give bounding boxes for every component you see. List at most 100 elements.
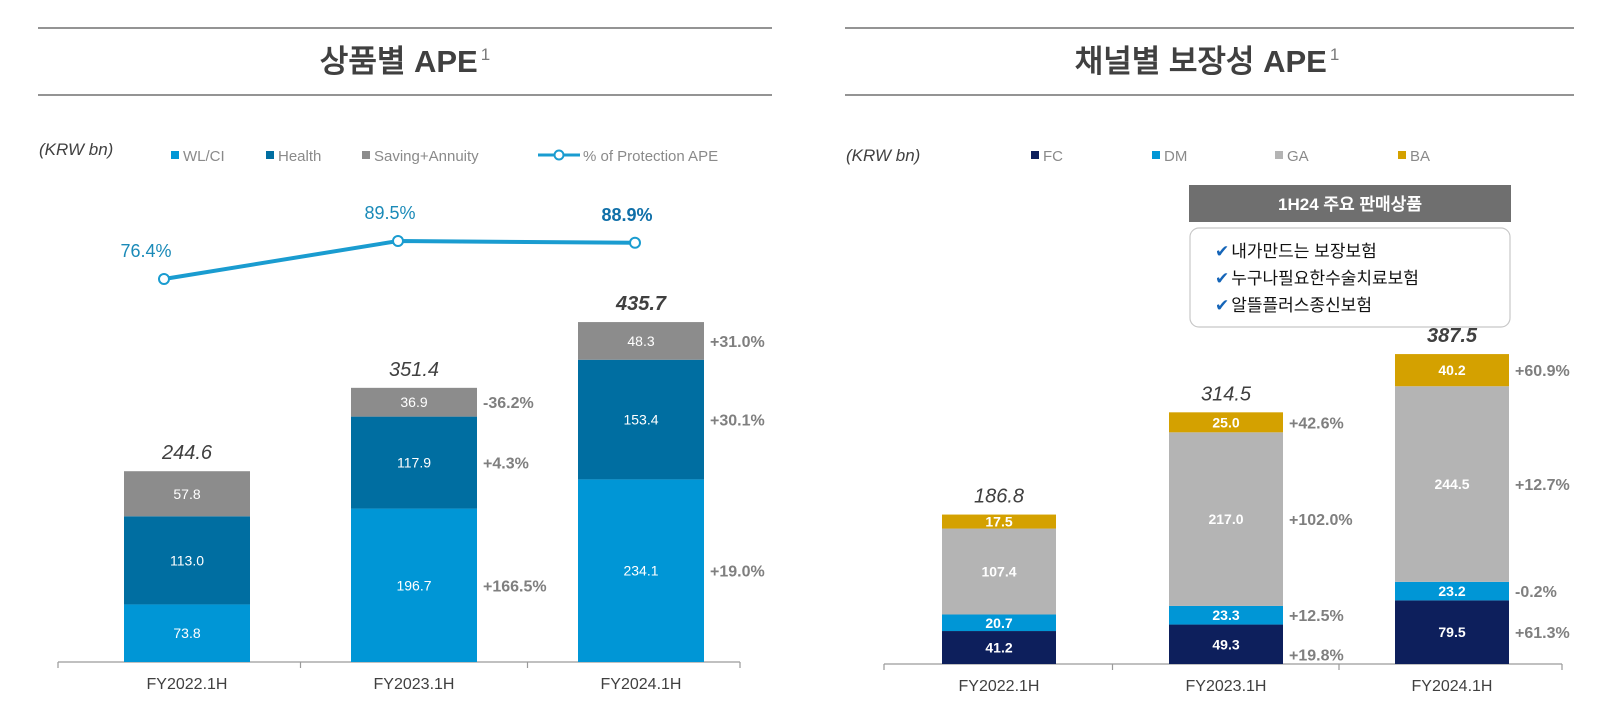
growth-label: +19.0% <box>710 564 765 581</box>
left-protection-line-layer: 76.4% 89.5% 88.9% <box>120 203 653 285</box>
growth-label: -36.2% <box>483 395 534 412</box>
legend-ba-swatch <box>1398 151 1406 159</box>
right-bars-layer: 41.2 20.7 107.4 17.5 186.8 FY2022.1H 49.3 +19.8… <box>883 325 1570 695</box>
bar-value-label: 73.8 <box>173 625 200 641</box>
bar-total-label: 314.5 <box>1201 383 1252 405</box>
bar-segment-ga <box>1169 432 1283 606</box>
bar-segment-wl-ci <box>578 479 704 662</box>
legend-health-label: Health <box>278 148 321 165</box>
bar-value-label: 36.9 <box>400 394 427 410</box>
bar-segment-ba <box>1395 354 1509 387</box>
protection-point-label: 88.9% <box>601 205 652 225</box>
growth-label: +166.5% <box>483 578 547 595</box>
growth-label: -0.2% <box>1515 584 1557 601</box>
left-title-superscript: 1 <box>481 45 490 64</box>
key-products-list-bg <box>1189 227 1511 328</box>
left-panel: 상품별 APE 1 (KRW bn) WL/CI Health Saving+An… <box>38 27 772 693</box>
check-icon: ✔ <box>1215 242 1229 261</box>
legend-wlci-swatch <box>171 151 179 159</box>
bar-segment-dm <box>1169 605 1283 625</box>
bar-segment-health <box>578 359 704 480</box>
growth-label: +60.9% <box>1515 363 1570 380</box>
growth-label: +30.1% <box>710 413 765 430</box>
bar-value-label: 49.3 <box>1212 636 1239 652</box>
protection-point <box>629 236 641 249</box>
legend-protection-marker <box>553 149 565 161</box>
category-label: FY2023.1H <box>374 676 455 693</box>
growth-label: +102.0% <box>1289 512 1353 529</box>
bar-value-label: 196.7 <box>396 577 431 593</box>
bar-segment-saving-annuity <box>578 322 704 360</box>
bar-segment-saving-annuity <box>351 387 477 417</box>
bar-value-label: 48.3 <box>627 333 654 349</box>
bar-segment-ga <box>942 528 1056 615</box>
legend-saving-label: Saving+Annuity <box>374 148 479 165</box>
key-products-header-bg <box>1189 185 1511 222</box>
bar-value-label: 234.1 <box>623 563 658 579</box>
left-bars-layer: 73.8 113.0 57.8 244.6 FY2022.1H 196.7 +166.5% 1… <box>57 293 765 693</box>
category-label: FY2023.1H <box>1186 678 1267 695</box>
bar-value-label: 23.2 <box>1438 583 1465 599</box>
legend-health-swatch <box>266 151 274 159</box>
bar-value-label: 153.4 <box>623 412 658 428</box>
legend-dm-swatch <box>1152 151 1160 159</box>
key-products-header: 1H24 주요 판매상품 <box>1278 195 1422 214</box>
growth-label: +61.3% <box>1515 625 1570 642</box>
protection-point-label: 89.5% <box>364 203 415 223</box>
bar-segment-saving-annuity <box>124 471 250 517</box>
legend-ba-label: BA <box>1410 148 1430 165</box>
bar-segment-health <box>124 516 250 605</box>
right-panel-title: 채널별 보장성 APE 1 <box>1075 44 1340 79</box>
bar-segment-wl-ci <box>351 508 477 662</box>
growth-label: +19.8% <box>1289 647 1344 664</box>
key-product-item: ✔ 알뜰플러스종신보험 <box>1215 296 1372 315</box>
protection-point <box>392 235 404 248</box>
bar-total-label: 435.7 <box>615 293 667 315</box>
bar-value-label: 20.7 <box>985 615 1012 631</box>
key-products-box: 1H24 주요 판매상품 ✔ 내가만드는 보장보험 ✔ 누구나필요한수술치료보험 ✔… <box>1189 185 1511 328</box>
check-icon: ✔ <box>1215 269 1229 288</box>
category-label: FY2022.1H <box>959 678 1040 695</box>
category-label: FY2024.1H <box>601 676 682 693</box>
bar-value-label: 41.2 <box>985 640 1012 656</box>
legend-wlci-label: WL/CI <box>183 148 225 165</box>
category-label: FY2024.1H <box>1412 678 1493 695</box>
bar-total-label: 244.6 <box>161 442 213 464</box>
bar-value-label: 107.4 <box>981 564 1016 580</box>
legend-fc-label: FC <box>1043 148 1063 165</box>
left-panel-title: 상품별 APE 1 <box>320 44 490 79</box>
protection-point-label: 76.4% <box>120 241 171 261</box>
bar-segment-dm <box>942 614 1056 632</box>
bar-segment-ba <box>1169 412 1283 433</box>
bar-segment-fc <box>942 631 1056 664</box>
growth-label: +12.5% <box>1289 608 1344 625</box>
bar-value-label: 217.0 <box>1208 511 1243 527</box>
growth-label: +12.7% <box>1515 477 1570 494</box>
bar-total-label: 186.8 <box>974 486 1024 508</box>
right-legend: FC DM GA BA <box>1031 148 1430 165</box>
right-title-superscript: 1 <box>1330 45 1339 64</box>
bar-segment-fc <box>1395 600 1509 664</box>
bar-value-label: 57.8 <box>173 486 200 502</box>
right-panel: 채널별 보장성 APE 1 (KRW bn) FC DM GA BA 1H24 주… <box>845 27 1574 695</box>
legend-ga-swatch <box>1275 151 1283 159</box>
bar-total-label: 387.5 <box>1427 325 1478 347</box>
legend-dm-label: DM <box>1164 148 1187 165</box>
bar-value-label: 40.2 <box>1438 362 1465 378</box>
protection-point <box>158 273 170 285</box>
bar-value-label: 79.5 <box>1438 624 1465 640</box>
left-unit-label: (KRW bn) <box>39 140 113 159</box>
key-product-item: ✔ 누구나필요한수술치료보험 <box>1215 269 1419 288</box>
bar-value-label: 113.0 <box>170 552 204 568</box>
growth-label: +31.0% <box>710 334 765 351</box>
growth-label: +4.3% <box>483 456 529 473</box>
bar-value-label: 244.5 <box>1434 476 1469 492</box>
check-icon: ✔ <box>1215 296 1229 315</box>
bar-value-label: 17.5 <box>985 514 1012 530</box>
right-unit-label: (KRW bn) <box>846 146 920 165</box>
bar-segment-fc <box>1169 624 1283 664</box>
legend-ga-label: GA <box>1287 148 1309 165</box>
legend-protection-label: % of Protection APE <box>583 148 718 165</box>
legend-saving-swatch <box>362 151 370 159</box>
